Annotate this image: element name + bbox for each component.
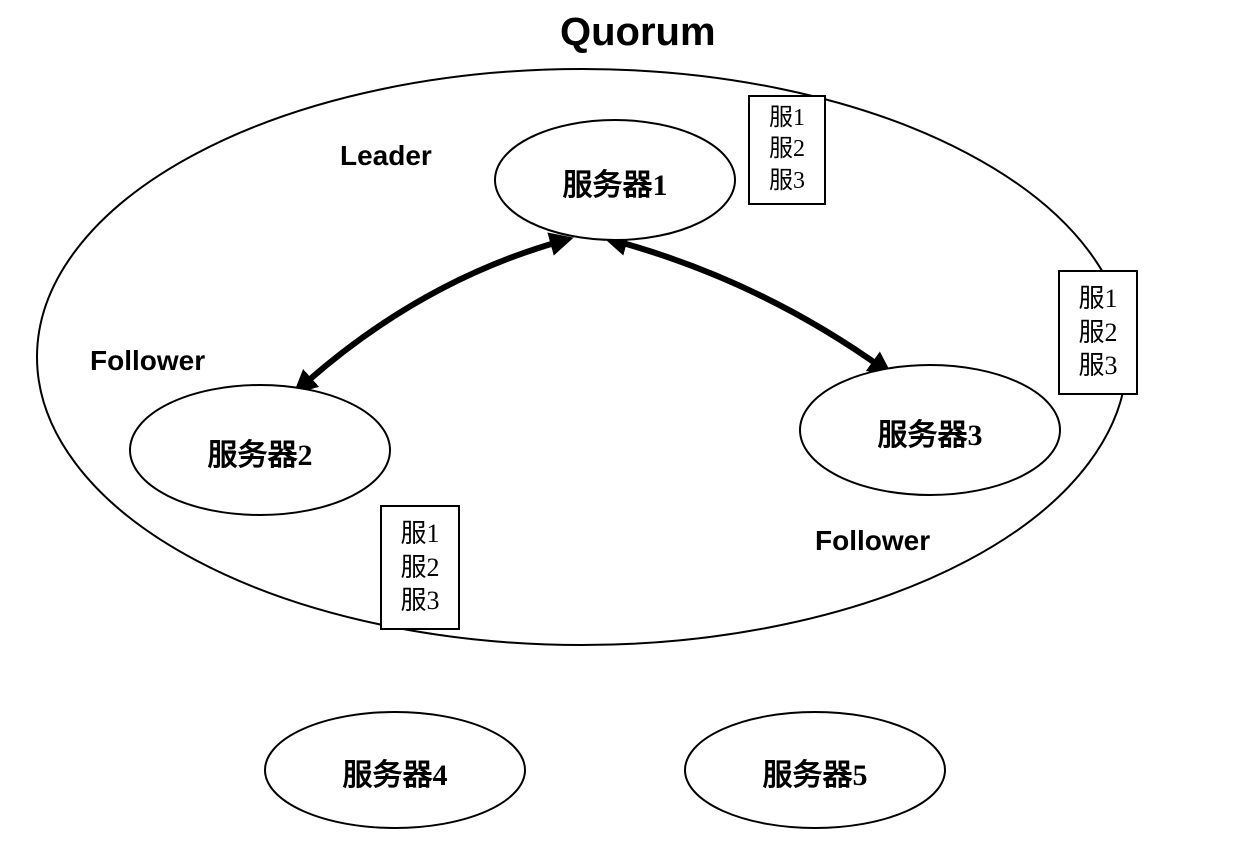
config-line: 服2 (400, 551, 439, 585)
role-label-server2: Follower (90, 345, 205, 377)
node-label-server3: 服务器3 (840, 410, 1020, 454)
diagram-title: Quorum (560, 10, 716, 55)
config-line: 服2 (1078, 316, 1117, 350)
quorum-diagram (0, 0, 1240, 854)
node-label-server1: 服务器1 (525, 160, 705, 204)
node-label-server4: 服务器4 (305, 750, 485, 794)
config-line: 服3 (400, 584, 439, 618)
role-label-server1: Leader (340, 140, 432, 172)
config-line: 服1 (769, 103, 805, 134)
config-line: 服1 (400, 517, 439, 551)
config-line: 服3 (1078, 349, 1117, 383)
config-box-2: 服1服2服3 (1058, 270, 1138, 395)
config-box-0: 服1服2服3 (748, 95, 826, 205)
config-line: 服2 (769, 134, 805, 165)
config-line: 服3 (769, 166, 805, 197)
node-label-server2: 服务器2 (170, 430, 350, 474)
role-label-server3: Follower (815, 525, 930, 557)
config-box-1: 服1服2服3 (380, 505, 460, 630)
config-line: 服1 (1078, 282, 1117, 316)
node-label-server5: 服务器5 (725, 750, 905, 794)
edge-server1-server2 (300, 240, 565, 388)
edge-server1-server3 (612, 240, 885, 370)
